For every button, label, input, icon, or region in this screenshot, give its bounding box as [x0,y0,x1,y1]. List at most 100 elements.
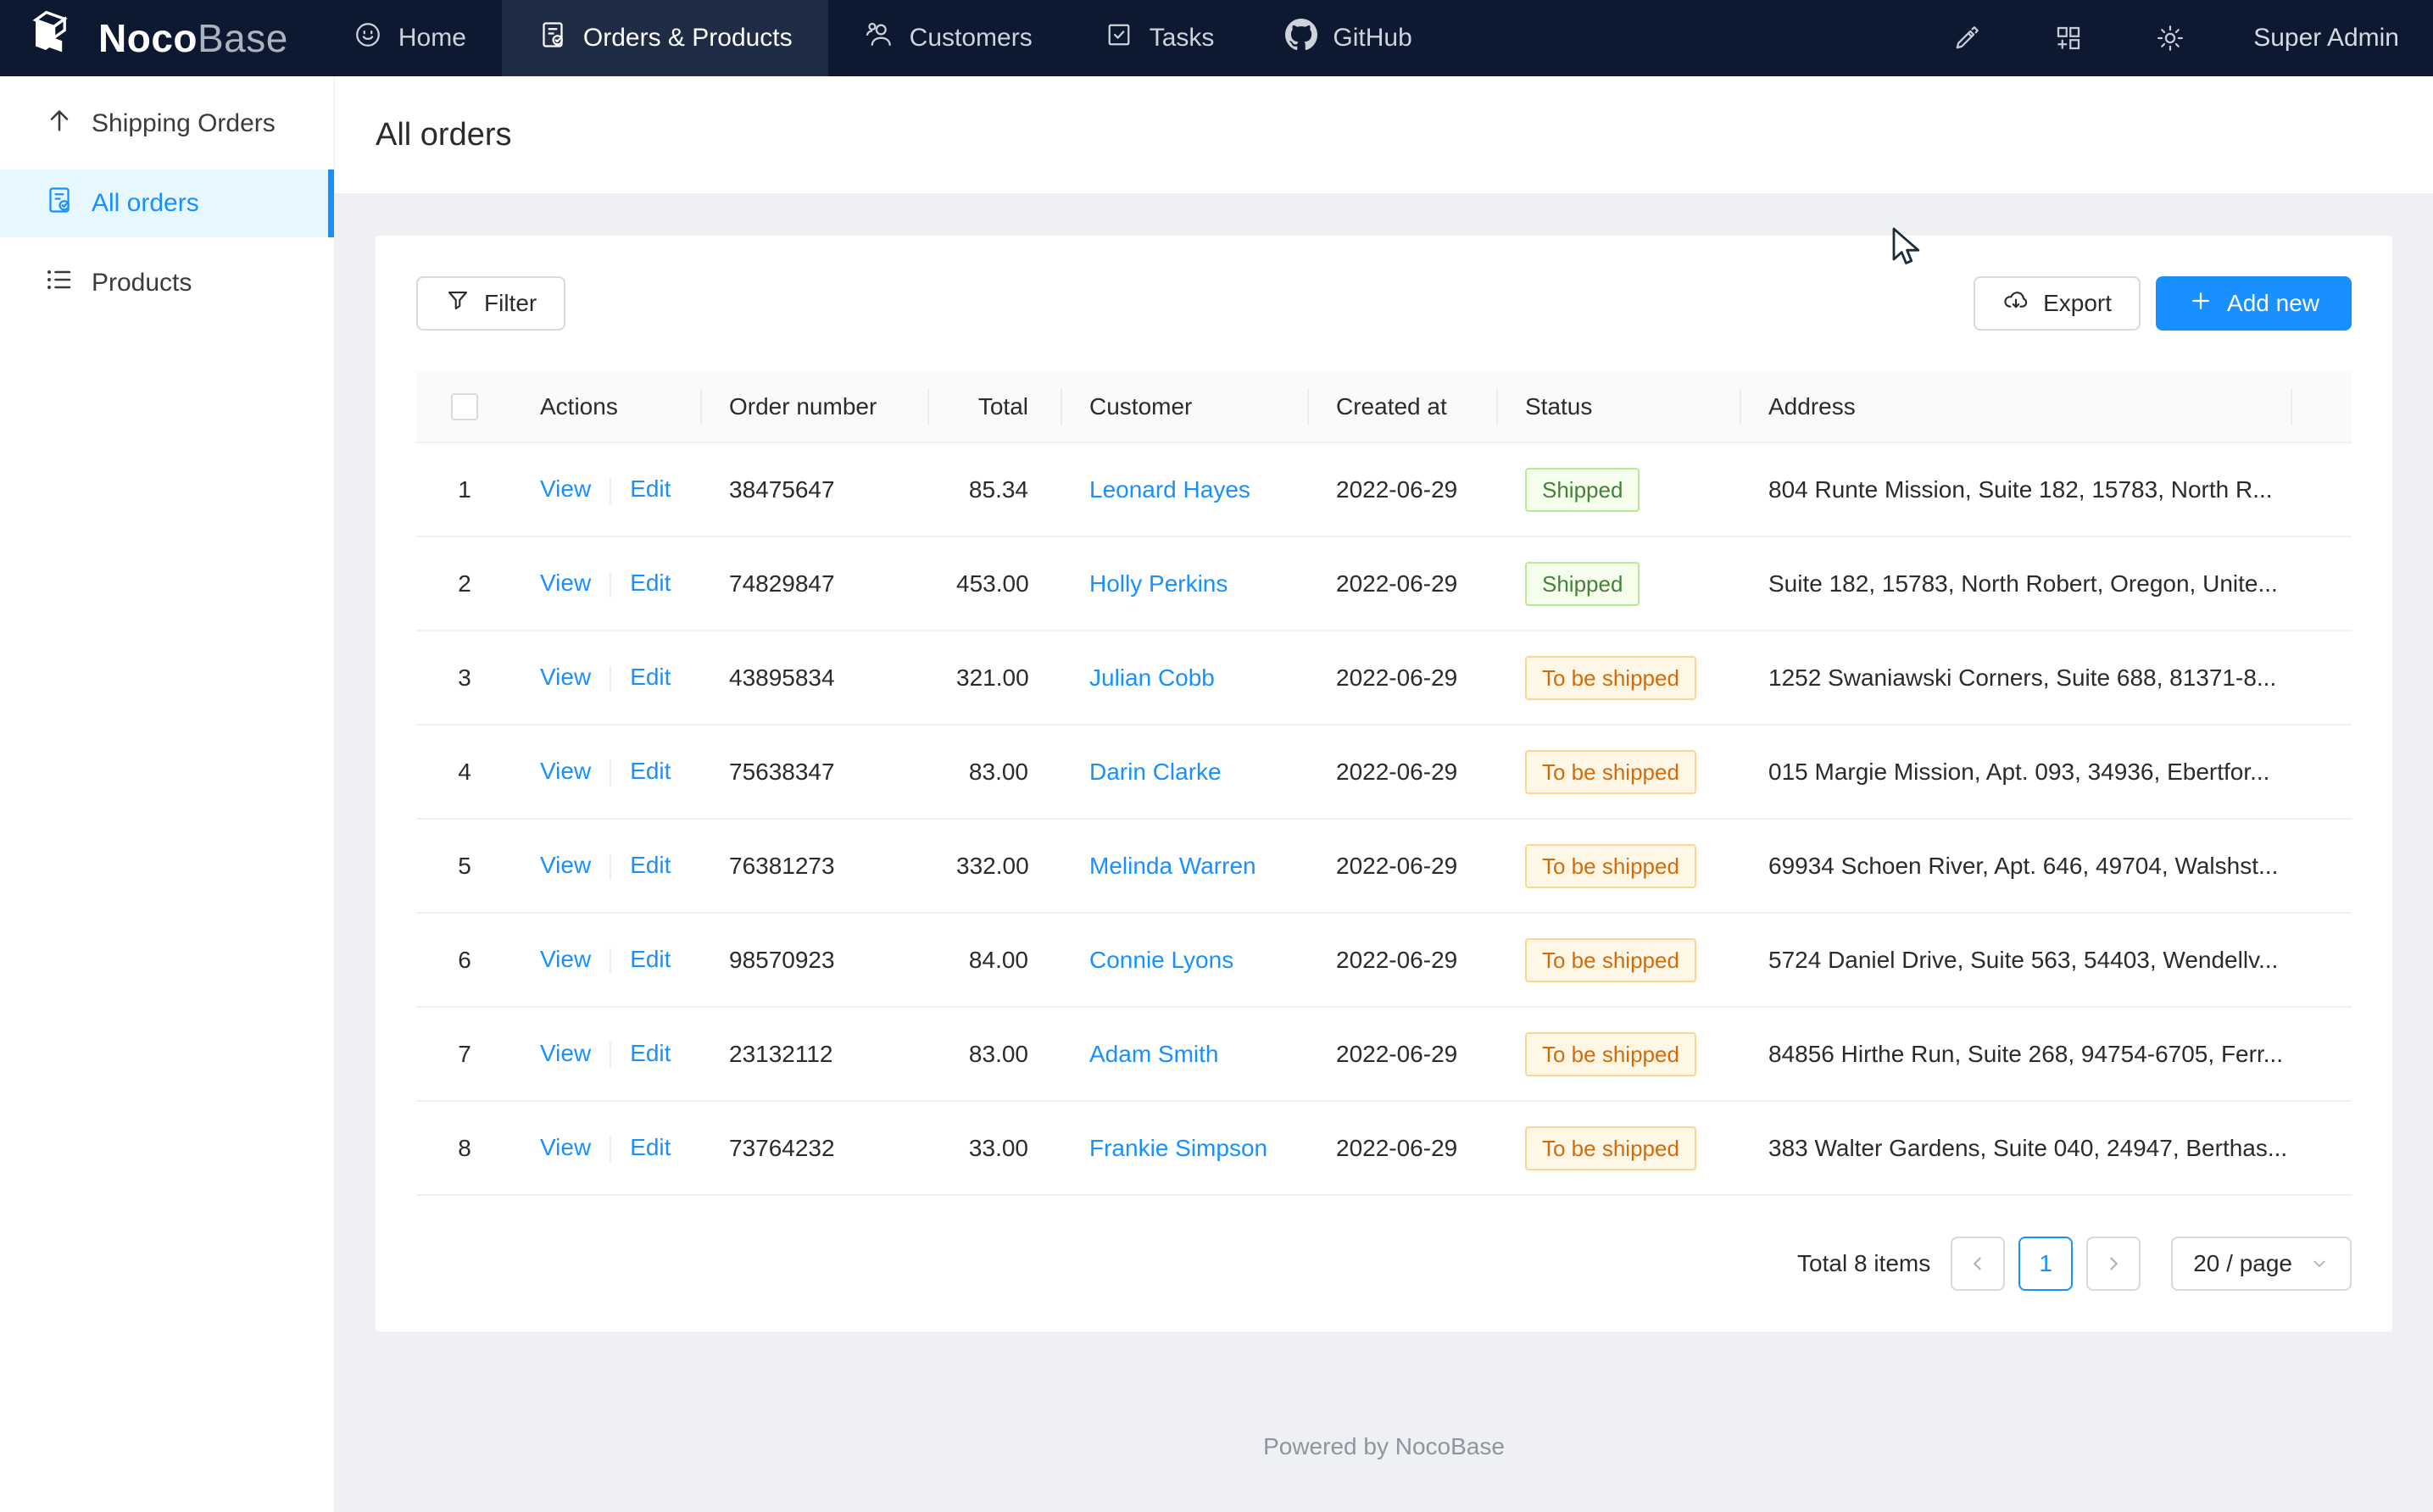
pagination-prev-button[interactable] [1951,1237,2006,1291]
sidebar: Shipping Orders All orders Products [0,76,335,1512]
export-button[interactable]: Export [1974,276,2141,331]
cell-address: 383 Walter Gardens, Suite 040, 24947, Be… [1741,1101,2292,1196]
col-header-order-number: Order number [702,371,929,443]
cell-total: 321.00 [929,631,1062,725]
nocobase-logo[interactable]: NocoBase [0,0,317,76]
edit-link[interactable]: Edit [630,1040,671,1067]
cell-order-number: 76381273 [702,819,929,914]
status-badge: Shipped [1525,467,1640,512]
github-icon [1285,19,1318,58]
page-size-select[interactable]: 20 / page [2171,1237,2352,1291]
view-link[interactable]: View [540,946,592,973]
filter-funnel-icon [445,288,470,320]
view-link[interactable]: View [540,1134,592,1161]
cell-total: 85.34 [929,442,1062,537]
sidebar-item-label: Products [92,269,192,297]
cell-customer: Connie Lyons [1062,913,1309,1008]
add-new-button[interactable]: Add new [2156,276,2352,331]
customer-link[interactable]: Adam Smith [1089,1040,1219,1067]
cell-order-number: 74829847 [702,536,929,631]
view-link[interactable]: View [540,664,592,691]
nav-tabs: Home Orders & Products [317,0,1448,76]
cell-status: Shipped [1498,536,1741,631]
customers-people-icon [864,19,894,57]
pagination-page-1[interactable]: 1 [2018,1237,2074,1291]
current-user[interactable]: Super Admin [2253,24,2399,52]
col-header-total: Total [929,371,1062,443]
edit-link[interactable]: Edit [630,664,671,691]
highlighter-icon[interactable] [1948,19,1985,57]
action-divider [610,1042,612,1068]
cell-order-number: 38475647 [702,442,929,537]
customer-link[interactable]: Frankie Simpson [1089,1134,1268,1161]
cell-address: 84856 Hirthe Run, Suite 268, 94754-6705,… [1741,1007,2292,1102]
customer-link[interactable]: Darin Clarke [1089,758,1222,785]
cell-customer: Julian Cobb [1062,631,1309,725]
action-divider [610,1136,612,1162]
nav-tab-label: Orders & Products [582,24,793,52]
nav-tab-tasks[interactable]: Tasks [1068,0,1250,76]
row-actions: View Edit [513,913,702,1008]
select-all-checkbox[interactable] [451,393,478,421]
cell-total: 33.00 [929,1101,1062,1196]
logo-wordmark: NocoBase [98,16,288,60]
customer-link[interactable]: Leonard Hayes [1089,475,1250,503]
cell-empty [2292,1101,2352,1196]
view-link[interactable]: View [540,852,592,879]
chevron-down-icon [2313,1260,2325,1267]
customer-link[interactable]: Melinda Warren [1089,852,1256,879]
nav-tab-home[interactable]: Home [317,0,502,76]
customer-link[interactable]: Connie Lyons [1089,946,1234,973]
edit-link[interactable]: Edit [630,946,671,973]
cell-empty [2292,1007,2352,1102]
cell-address: 015 Margie Mission, Apt. 093, 34936, Ebe… [1741,725,2292,820]
sidebar-item-products[interactable]: Products [0,249,334,317]
row-index: 1 [416,442,513,537]
edit-link[interactable]: Edit [630,852,671,879]
edit-link[interactable]: Edit [630,758,671,785]
cell-status: To be shipped [1498,1101,1741,1196]
customer-link[interactable]: Holly Perkins [1089,570,1228,597]
page-title: All orders [376,116,512,153]
cell-customer: Holly Perkins [1062,536,1309,631]
edit-link[interactable]: Edit [630,475,671,503]
row-actions: View Edit [513,1101,702,1196]
view-link[interactable]: View [540,475,592,503]
select-all-header [416,371,513,443]
pagination-total: Total 8 items [1797,1250,1931,1276]
cell-address: Suite 182, 15783, North Robert, Oregon, … [1741,536,2292,631]
settings-gear-icon[interactable] [2152,19,2189,57]
nocobase-logo-icon [25,4,86,72]
sidebar-item-shipping-orders[interactable]: Shipping Orders [0,90,334,158]
sidebar-item-all-orders[interactable]: All orders [0,170,334,237]
nav-tab-github[interactable]: GitHub [1250,0,1447,76]
col-header-empty [2292,371,2352,443]
edit-link[interactable]: Edit [630,1134,671,1161]
page-body: Filter Export [335,193,2433,1512]
pagination-next-button[interactable] [2086,1237,2141,1291]
orders-card: Filter Export [376,236,2392,1331]
filter-button[interactable]: Filter [416,276,566,331]
cloud-download-icon [2002,287,2029,320]
top-navbar: NocoBase Home Orders & Pr [0,0,2433,76]
cell-empty [2292,536,2352,631]
edit-link[interactable]: Edit [630,570,671,597]
row-actions: View Edit [513,536,702,631]
view-link[interactable]: View [540,570,592,597]
nav-tab-customers[interactable]: Customers [828,0,1068,76]
nav-tab-orders-products[interactable]: Orders & Products [501,0,828,76]
pagination: Total 8 items 1 20 / page [416,1237,2352,1291]
row-index: 2 [416,536,513,631]
chevron-right-icon [2110,1257,2118,1270]
cell-empty [2292,913,2352,1008]
sidebar-item-label: All orders [92,189,199,217]
cell-status: To be shipped [1498,1007,1741,1102]
cell-order-number: 98570923 [702,913,929,1008]
cell-total: 332.00 [929,819,1062,914]
plugin-blocks-icon[interactable] [2050,19,2087,57]
customer-link[interactable]: Julian Cobb [1089,664,1215,691]
view-link[interactable]: View [540,1040,592,1067]
task-check-icon [1104,19,1134,57]
cell-status: To be shipped [1498,819,1741,914]
view-link[interactable]: View [540,758,592,785]
